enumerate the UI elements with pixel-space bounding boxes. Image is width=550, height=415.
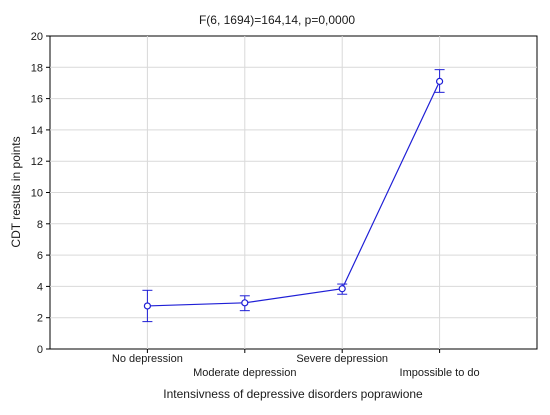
x-axis-label: Intensivness of depressive disorders pop…: [163, 387, 423, 401]
y-tick-label: 0: [37, 344, 43, 356]
x-tick-label: No depression: [112, 353, 183, 365]
y-tick-label: 18: [31, 62, 43, 74]
y-tick-label: 14: [31, 125, 43, 137]
y-tick-label: 6: [37, 250, 43, 262]
y-axis-ticks: 0 2 4 6 8 10 12 14 16 18 20: [31, 31, 50, 356]
y-axis-label: CDT results in points: [9, 136, 23, 247]
grid: [50, 36, 537, 349]
chart-title: F(6, 1694)=164,14, p=0,0000: [199, 13, 355, 27]
y-tick-label: 10: [31, 188, 43, 200]
data-point: [338, 285, 346, 293]
y-tick-label: 20: [31, 31, 43, 43]
data-point: [241, 299, 249, 307]
series-layer: [142, 69, 445, 323]
data-point: [436, 77, 444, 85]
y-tick-label: 2: [37, 313, 43, 325]
data-point: [143, 302, 151, 310]
x-tick-label: Impossible to do: [400, 367, 480, 379]
series-line: [147, 81, 441, 307]
y-tick-label: 8: [37, 219, 43, 231]
x-tick-label: Moderate depression: [193, 367, 296, 379]
y-tick-label: 4: [37, 281, 43, 293]
y-tick-label: 12: [31, 156, 43, 168]
x-tick-label: Severe depression: [296, 353, 388, 365]
y-tick-label: 16: [31, 94, 43, 106]
